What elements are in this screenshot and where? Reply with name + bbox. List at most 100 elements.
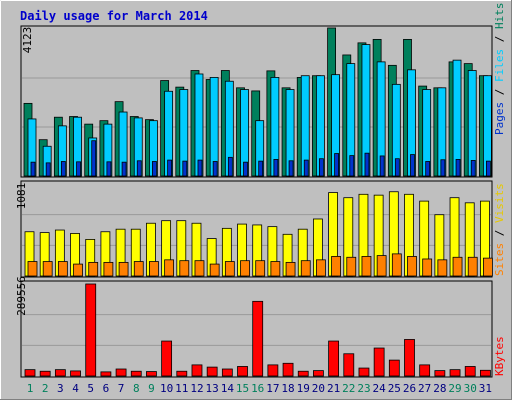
pages-bar [121,161,127,177]
sites-bar [407,256,417,277]
pages-bar [440,159,446,177]
x-tick-label: 6 [103,382,110,395]
kbytes-bar [130,370,142,377]
sites-bar [422,258,433,277]
x-tick-label: 13 [206,382,219,395]
kbytes-bar [100,371,112,377]
sites-bar [164,259,175,277]
sites-bar [118,261,129,277]
svg-text:Sites / Visits: Sites / Visits [493,183,506,276]
kbytes-bar [146,371,157,377]
x-tick-label: 31 [479,382,492,395]
pages-bar [288,160,294,177]
pages-bar [152,161,157,177]
sites-bar [149,261,159,277]
sites-bar [57,261,68,277]
pages-bar [182,160,188,177]
kbytes-bar [282,362,294,377]
sites-bar [194,260,205,277]
x-tick-label: 5 [87,382,94,395]
kbytes-bar [343,353,355,377]
x-axis-day-labels: 1 2 3 4 5 6 7 8 9 10 11 12 13 14 15 16 17 18 19 20 21 22 23 24 2… [27,382,492,395]
pages-bar [258,160,264,177]
pages-bar [91,140,97,177]
pages-bar [212,161,218,177]
sites-bar [224,261,235,277]
x-tick-label: 10 [160,382,173,395]
x-tick-label: 4 [72,382,79,395]
kbytes-bar [191,364,203,377]
legend-hits: Hits [493,3,506,30]
kbytes-bar [252,300,264,377]
kbytes-bar [176,370,188,377]
pages-bar [227,156,233,177]
sites-bar [376,255,387,277]
sites-bar [437,259,448,277]
pages-bar [60,161,66,177]
x-tick-label: 17 [266,382,279,395]
pages-bar [485,160,491,177]
sites-bar [209,263,220,277]
pages-bar [303,159,309,177]
sites-bar [103,261,114,277]
kbytes-bar [404,339,415,377]
legend-files: Files [493,49,506,82]
sites-bar [133,261,144,277]
pages-bar [425,161,431,177]
kbytes-bar [388,359,400,377]
pages-bar [455,158,461,177]
x-tick-label: 2 [42,382,49,395]
hits-legend: Pages / Files / Hits [493,3,506,136]
sites-bar [452,256,463,277]
legend-kbytes: KBytes [493,336,506,376]
files-bar [452,59,462,177]
sites-bar [270,261,281,277]
sites-bar [88,261,99,277]
visits-legend: Sites / Visits [493,183,506,276]
pages-bar [319,158,324,177]
sites-bar [482,257,493,277]
x-tick-label: 15 [236,382,249,395]
legend-sep-3: / [493,223,506,243]
kbytes-bar [373,347,385,377]
x-tick-label: 18 [281,382,294,395]
legend-pages: Pages [493,102,506,135]
kbytes-bar [464,366,476,377]
x-tick-label: 19 [297,382,310,395]
kbytes-bar [237,366,248,377]
x-tick-label: 8 [133,382,140,395]
sites-bar [240,260,250,277]
x-tick-label: 27 [418,382,431,395]
kbytes-bar [267,364,279,377]
sites-bar [42,261,53,277]
pages-bar [76,161,81,177]
pages-bar [470,160,476,177]
pages-bar [364,152,370,177]
x-tick-label: 28 [433,382,446,395]
pages-bar [334,153,340,177]
kbytes-bar [161,340,173,377]
sites-bar [391,253,402,277]
sites-bar [73,263,83,277]
x-tick-label: 11 [175,382,188,395]
hits-panel-max-label: 4123 [21,27,34,54]
pages-bar [349,155,355,177]
kbytes-bar [434,370,446,377]
sites-bar [467,256,478,277]
x-tick-label: 26 [403,382,416,395]
kbytes-bar [54,369,66,377]
x-tick-label: 21 [327,382,340,395]
x-tick-label: 12 [190,382,203,395]
kbytes-panel-max-label: 289556 [15,276,28,316]
sites-bar [346,256,357,277]
legend-sep-2: / [493,29,506,49]
x-tick-label: 7 [118,382,125,395]
x-tick-label: 9 [148,382,155,395]
sites-bar [300,260,311,277]
kbytes-bar [39,370,51,377]
sites-bar [331,256,342,277]
legend-visits: Visits [493,183,506,223]
chart-bars [23,27,493,377]
